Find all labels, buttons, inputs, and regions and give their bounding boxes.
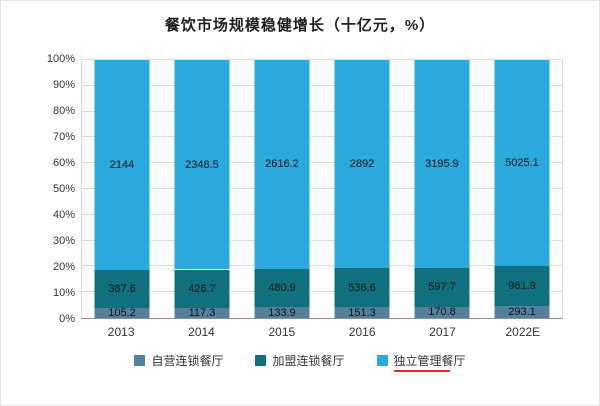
stacked-bar-2017: 170.8 597.7 3195.9 (414, 60, 470, 319)
bar-segment-自营连锁餐厅 (254, 307, 310, 318)
bar-value-label: 133.9 (268, 306, 296, 319)
bar-value-label: 961.9 (508, 280, 536, 293)
bar-column: 170.8 597.7 3195.9 (402, 60, 482, 318)
gridline (82, 213, 562, 215)
y-axis-tick-label: 0% (59, 313, 75, 325)
bar-value-label: 2892 (349, 158, 375, 171)
gridline (82, 136, 562, 138)
bar-segment-自营连锁餐厅 (334, 307, 390, 318)
y-axis-tick-label: 70% (52, 131, 75, 143)
legend-item-自营连锁餐厅: 自营连锁餐厅 (134, 352, 223, 369)
legend-item-独立管理餐厅: 独立管理餐厅 (376, 352, 466, 372)
gridline (82, 162, 562, 164)
stacked-bar-2022E: 293.1 961.9 5025.1 (494, 60, 550, 318)
legend-item-加盟连锁餐厅: 加盟连锁餐厅 (255, 352, 345, 369)
bar-value-label: 2144 (109, 158, 135, 171)
stacked-bar-2015: 133.9 480.9 2616.2 (254, 60, 310, 319)
bar-value-label: 3195.9 (425, 158, 459, 170)
bar-segment-独立管理餐厅 (94, 60, 150, 270)
x-axis-tick-label: 2017 (429, 325, 456, 339)
bar-segment-独立管理餐厅 (494, 60, 550, 267)
gridline (82, 188, 562, 189)
stacked-bar-2016: 151.3 536.6 2892 (334, 60, 390, 319)
bar-segment-加盟连锁餐厅 (174, 269, 230, 308)
bar-value-label: 426.7 (188, 282, 216, 295)
bar-segment-加盟连锁餐厅 (334, 268, 390, 308)
gridline (82, 110, 562, 112)
bar-segment-独立管理餐厅 (414, 60, 470, 268)
bar-value-label: 2616.2 (265, 158, 299, 171)
y-axis-tick-label: 20% (52, 261, 75, 273)
stacked-bar-2014: 117.3 426.7 2348.5 (174, 60, 230, 319)
y-axis-tick-label: 50% (52, 183, 75, 195)
bar-segment-自营连锁餐厅 (174, 307, 230, 318)
x-axis-labels: 2013 2014 2015 2016 2017 2022E (81, 325, 563, 341)
legend: 自营连锁餐厅 加盟连锁餐厅 独立管理餐厅 (1, 352, 599, 372)
stacked-bar-2013: 105.2 387.6 2144 (94, 60, 150, 319)
legend-label: 自营连锁餐厅 (151, 354, 224, 368)
x-axis-tick-label: 2022E (505, 325, 541, 339)
bar-value-label: 117.3 (188, 306, 216, 319)
bar-value-label: 5025.1 (505, 157, 539, 170)
bar-value-label: 105.2 (108, 306, 136, 319)
x-axis-tick-label: 2016 (348, 325, 376, 339)
bar-segment-独立管理餐厅 (254, 60, 310, 269)
bar-column: 133.9 480.9 2616.2 (242, 60, 322, 319)
y-axis-tick-label: 30% (52, 235, 75, 247)
bar-value-label: 151.3 (348, 306, 376, 319)
gridline (82, 59, 562, 60)
bar-segment-加盟连锁餐厅 (494, 266, 550, 306)
legend-marker (134, 355, 146, 366)
bar-segment-加盟连锁餐厅 (254, 268, 310, 308)
bar-segment-独立管理餐厅 (174, 60, 230, 270)
y-axis-tick-label: 40% (52, 209, 75, 221)
bar-value-label: 293.1 (508, 305, 536, 318)
bar-value-label: 2348.5 (185, 158, 219, 171)
bar-segment-自营连锁餐厅 (94, 307, 150, 318)
y-axis-tick-label: 10% (52, 287, 75, 299)
bar-segment-加盟连锁餐厅 (414, 268, 470, 307)
bar-segment-加盟连锁餐厅 (94, 269, 150, 308)
legend-label: 独立管理餐厅 (393, 354, 466, 368)
bar-column: 151.3 536.6 2892 (322, 60, 402, 319)
bar-value-label: 480.9 (268, 282, 296, 295)
legend-marker (376, 355, 388, 366)
y-axis-tick-label: 80% (52, 105, 75, 117)
x-axis-tick-label: 2013 (107, 325, 135, 339)
bar-value-label: 387.6 (108, 282, 136, 295)
legend-marker (255, 355, 267, 366)
bar-column: 117.3 426.7 2348.5 (162, 60, 242, 319)
gridline (82, 265, 562, 267)
bar-value-label: 597.7 (428, 281, 456, 294)
x-axis-tick-label: 2015 (268, 325, 296, 339)
x-axis-tick-label: 2014 (188, 325, 215, 339)
bar-value-label: 170.8 (428, 306, 456, 319)
plot-area: 105.2 387.6 2144 117.3 426.7 2348.5 133.9 480.9… (81, 59, 563, 319)
y-axis-tick-label: 60% (52, 157, 75, 169)
gridline (82, 84, 562, 86)
gridline (82, 239, 562, 241)
bar-column: 293.1 961.9 5025.1 (482, 60, 562, 318)
red-underline-mark (393, 370, 450, 372)
y-axis-tick-label: 100% (46, 53, 75, 65)
chart-title: 餐饮市场规模稳健增长（十亿元，%） (164, 17, 436, 34)
bar-segment-自营连锁餐厅 (414, 306, 470, 318)
bar-column: 105.2 387.6 2144 (82, 60, 162, 319)
y-axis-labels: 0% 10% 20% 30% 40% 50% 60% 70% 80% 90% 100% (29, 53, 75, 325)
bar-segment-自营连锁餐厅 (494, 305, 550, 318)
gridline (82, 291, 562, 293)
legend-label: 加盟连锁餐厅 (272, 354, 345, 368)
bar-segment-独立管理餐厅 (334, 60, 390, 269)
bar-value-label: 536.6 (348, 281, 376, 294)
y-axis-tick-label: 90% (52, 79, 75, 91)
